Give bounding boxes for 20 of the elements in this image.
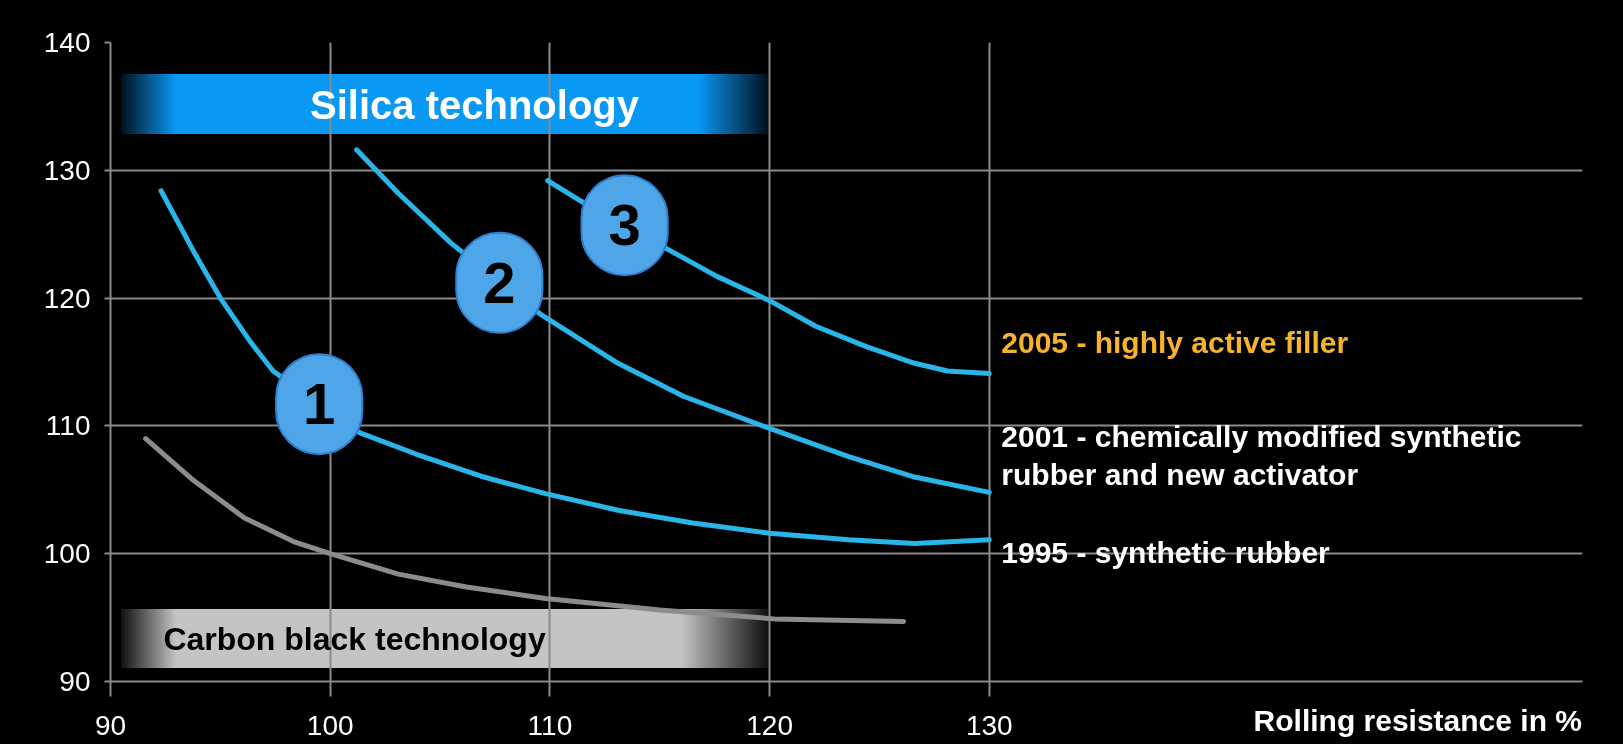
x-tick-label: 130 bbox=[965, 709, 1013, 741]
series-label: 1995 - synthetic rubber bbox=[1001, 536, 1331, 570]
series-label: 2001 - chemically modified synthetic rubber and new activator bbox=[1001, 419, 1522, 491]
y-tick-label: 100 bbox=[43, 538, 91, 570]
annotation: Carbon black technology bbox=[163, 621, 546, 658]
x-tick-label: 100 bbox=[306, 709, 354, 741]
series-label: 2005 - highly active filler bbox=[1001, 326, 1349, 359]
x-tick-label: 120 bbox=[746, 709, 793, 741]
annotation: 2 bbox=[483, 249, 516, 315]
y-tick-label: 140 bbox=[43, 27, 91, 58]
y-tick-label: 90 bbox=[59, 666, 91, 697]
annotation: Silica technology bbox=[310, 82, 640, 127]
annotation: 3 bbox=[608, 192, 641, 258]
y-tick-label: 120 bbox=[43, 282, 91, 314]
x-tick-label: 90 bbox=[94, 709, 127, 741]
annotation: 1 bbox=[303, 371, 336, 437]
y-tick-label: 130 bbox=[43, 154, 91, 186]
x-tick-label: 110 bbox=[527, 709, 573, 741]
y-tick-label: 110 bbox=[45, 410, 91, 442]
x-axis-title: Rolling resistance in % bbox=[1253, 704, 1582, 738]
